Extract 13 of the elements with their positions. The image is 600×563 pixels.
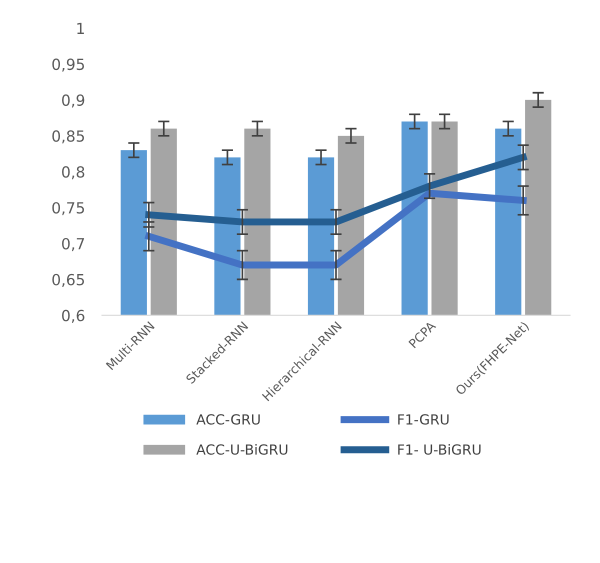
legend-label: ACC-U-BiGRU	[196, 444, 288, 455]
y-tick-label: 0,9	[62, 94, 84, 108]
y-tick-label: 0,8	[62, 166, 84, 180]
y-tick-label: 0,7	[62, 238, 84, 252]
legend-label: F1-GRU	[398, 414, 449, 425]
y-tick-label: 0,95	[52, 58, 84, 72]
legend-label: ACC-GRU	[196, 414, 260, 425]
y-tick-label: 1	[77, 22, 84, 34]
y-tick-label: 0,75	[52, 202, 84, 216]
legend-label: F1- U-BiGRU	[398, 444, 481, 455]
y-tick-label: 0,65	[52, 274, 84, 287]
y-tick-label: 0,6	[62, 310, 84, 323]
y-tick-label: 0,85	[52, 130, 84, 144]
